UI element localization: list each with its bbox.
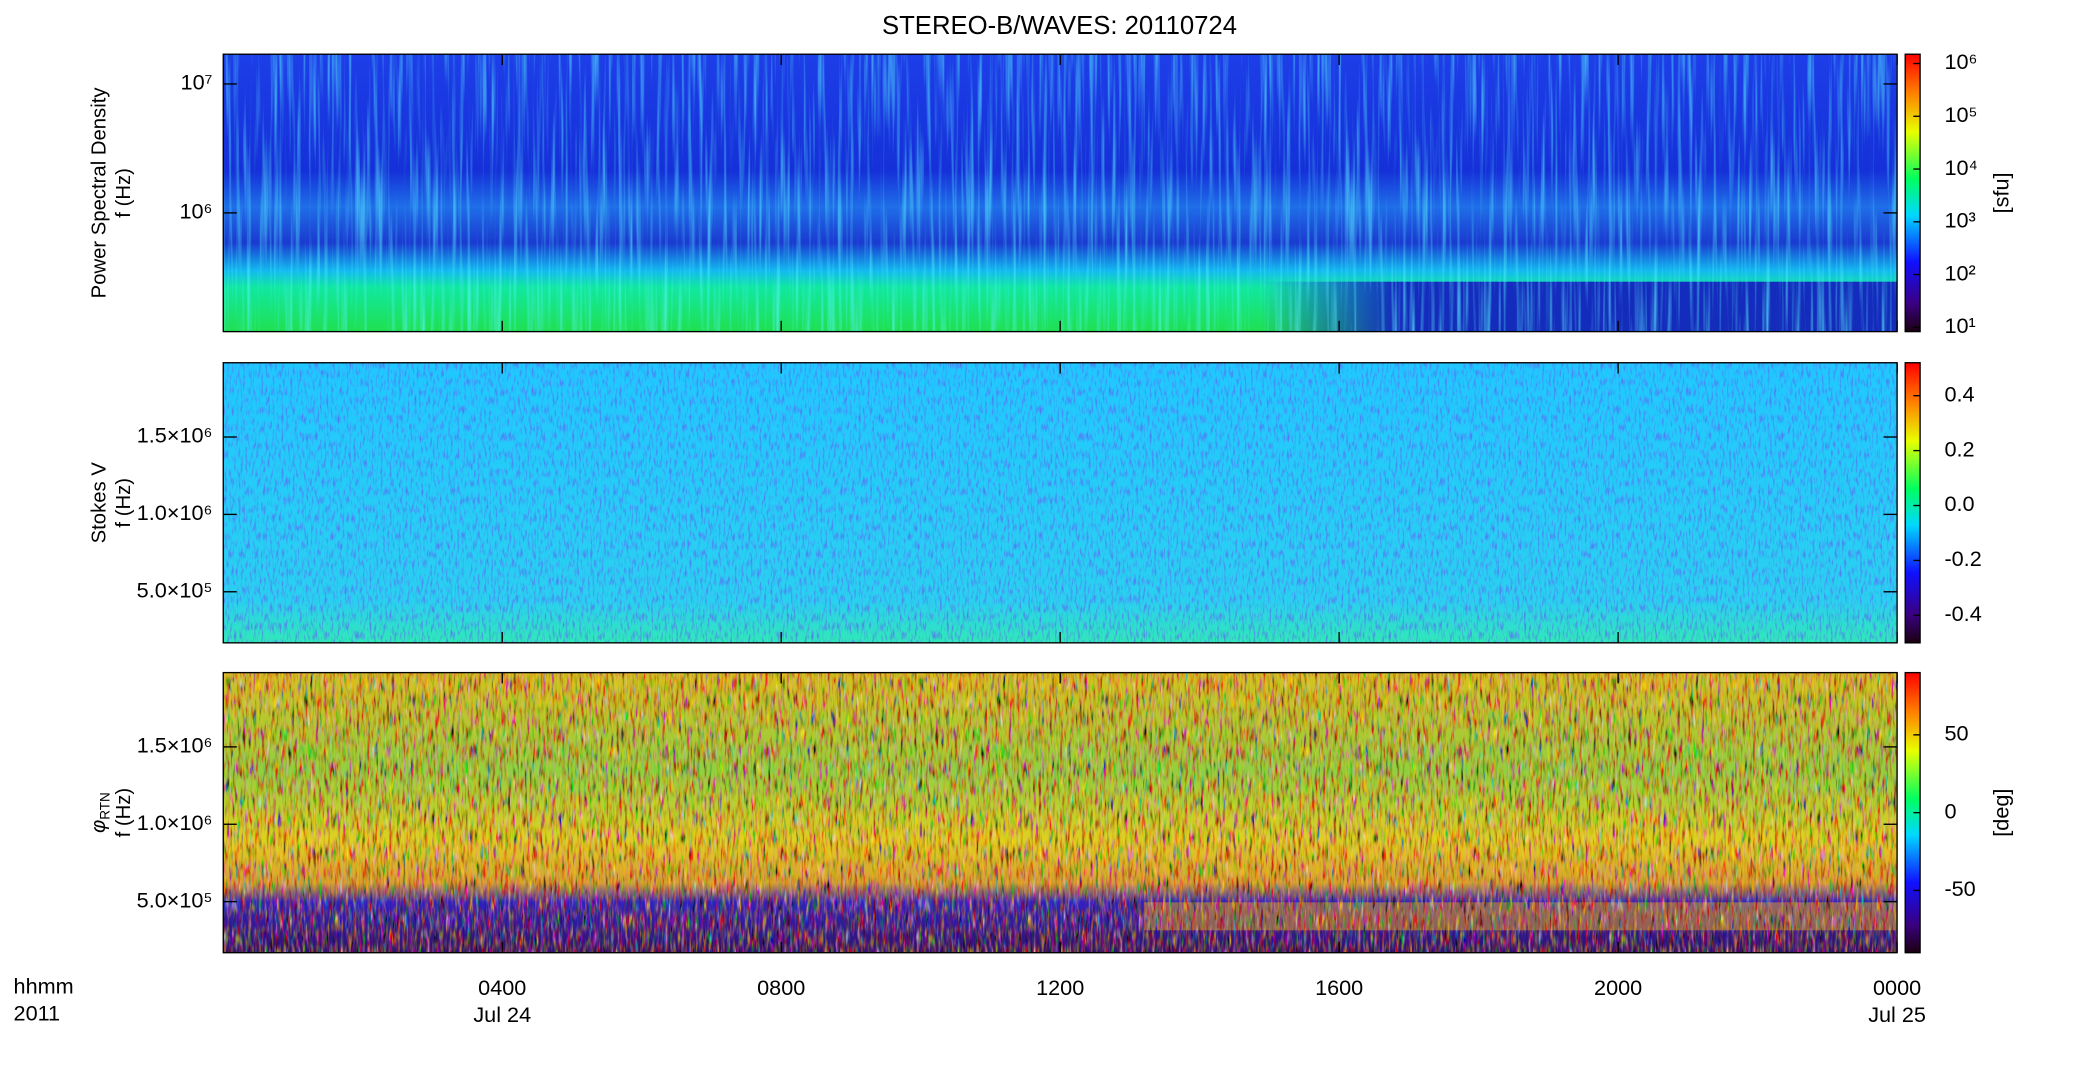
colorbar-label: [sfu] xyxy=(1988,172,2013,213)
colorbar-tick-label: 0.4 xyxy=(1944,381,1974,406)
y-tick-label: 1.0×10⁶ xyxy=(137,810,213,835)
y-label-unit: f (Hz) xyxy=(113,168,135,218)
colorbar-tick-label: 10⁴ xyxy=(1944,155,1977,180)
spectrogram-texture xyxy=(223,672,1898,953)
colorbar-tick-label: 0.2 xyxy=(1944,436,1974,461)
colorbar xyxy=(1905,672,1921,953)
y-tick-label: 1.0×10⁶ xyxy=(137,500,213,525)
y-label: φRTN f (Hz) xyxy=(88,788,134,838)
x-tick-label: 0800 xyxy=(757,975,805,1000)
y-tick-label: 5.0×10⁵ xyxy=(137,887,213,912)
colorbar-tick-label: -0.4 xyxy=(1944,601,1981,626)
colorbar-tick-label: 50 xyxy=(1944,721,1968,746)
chart-title: STEREO-B/WAVES: 20110724 xyxy=(882,12,1237,40)
x-tick-label: 0400 xyxy=(478,975,526,1000)
x-tick-label: 0000 xyxy=(1873,975,1921,1000)
y-tick-label: 5.0×10⁵ xyxy=(137,577,213,602)
colorbar-tick-label: 0.0 xyxy=(1944,491,1974,516)
colorbar-tick-label: 0 xyxy=(1944,798,1956,823)
x-tick-label: 1200 xyxy=(1036,975,1084,1000)
y-label-text: φRTN xyxy=(88,792,112,833)
y-label-symbol: φ xyxy=(88,820,110,833)
colorbar-tick-label: 10⁵ xyxy=(1944,102,1977,127)
colorbar xyxy=(1905,54,1921,332)
y-label-subscript: RTN xyxy=(97,792,112,820)
year-label: 2011 xyxy=(14,1001,61,1026)
x-date-label: Jul 24 xyxy=(473,1002,531,1027)
y-label-unit: f (Hz) xyxy=(113,478,135,528)
x-unit-label: hhmm xyxy=(14,974,74,999)
colorbar xyxy=(1905,362,1921,643)
x-tick-label: 2000 xyxy=(1594,975,1642,1000)
y-tick-label: 10⁶ xyxy=(179,199,212,224)
y-label-unit: f (Hz) xyxy=(113,788,135,838)
colorbar-label: [deg] xyxy=(1988,789,2013,837)
y-tick-label: 1.5×10⁶ xyxy=(137,733,213,758)
colorbar-tick-label: -0.2 xyxy=(1944,546,1981,571)
y-label-text: Stokes V xyxy=(88,462,110,544)
colorbar-tick-label: -50 xyxy=(1944,876,1975,901)
x-date-label: Jul 25 xyxy=(1868,1002,1926,1027)
spectrogram-texture xyxy=(223,54,1898,332)
y-label-text: Power Spectral Density xyxy=(88,87,110,299)
y-tick-label: 10⁷ xyxy=(181,70,213,95)
colorbar-frame xyxy=(1904,362,1921,644)
spectrogram-texture xyxy=(223,362,1898,643)
colorbar-frame xyxy=(1904,53,1921,333)
colorbar-tick-label: 10² xyxy=(1944,260,1975,285)
colorbar-tick-label: 10³ xyxy=(1944,208,1975,233)
y-tick-label: 1.5×10⁶ xyxy=(137,423,213,448)
colorbar-tick-label: 10⁶ xyxy=(1944,49,1977,74)
x-tick-label: 1600 xyxy=(1315,975,1363,1000)
y-label: Power Spectral Density f (Hz) xyxy=(88,87,134,299)
colorbar-tick-label: 10¹ xyxy=(1944,313,1975,338)
